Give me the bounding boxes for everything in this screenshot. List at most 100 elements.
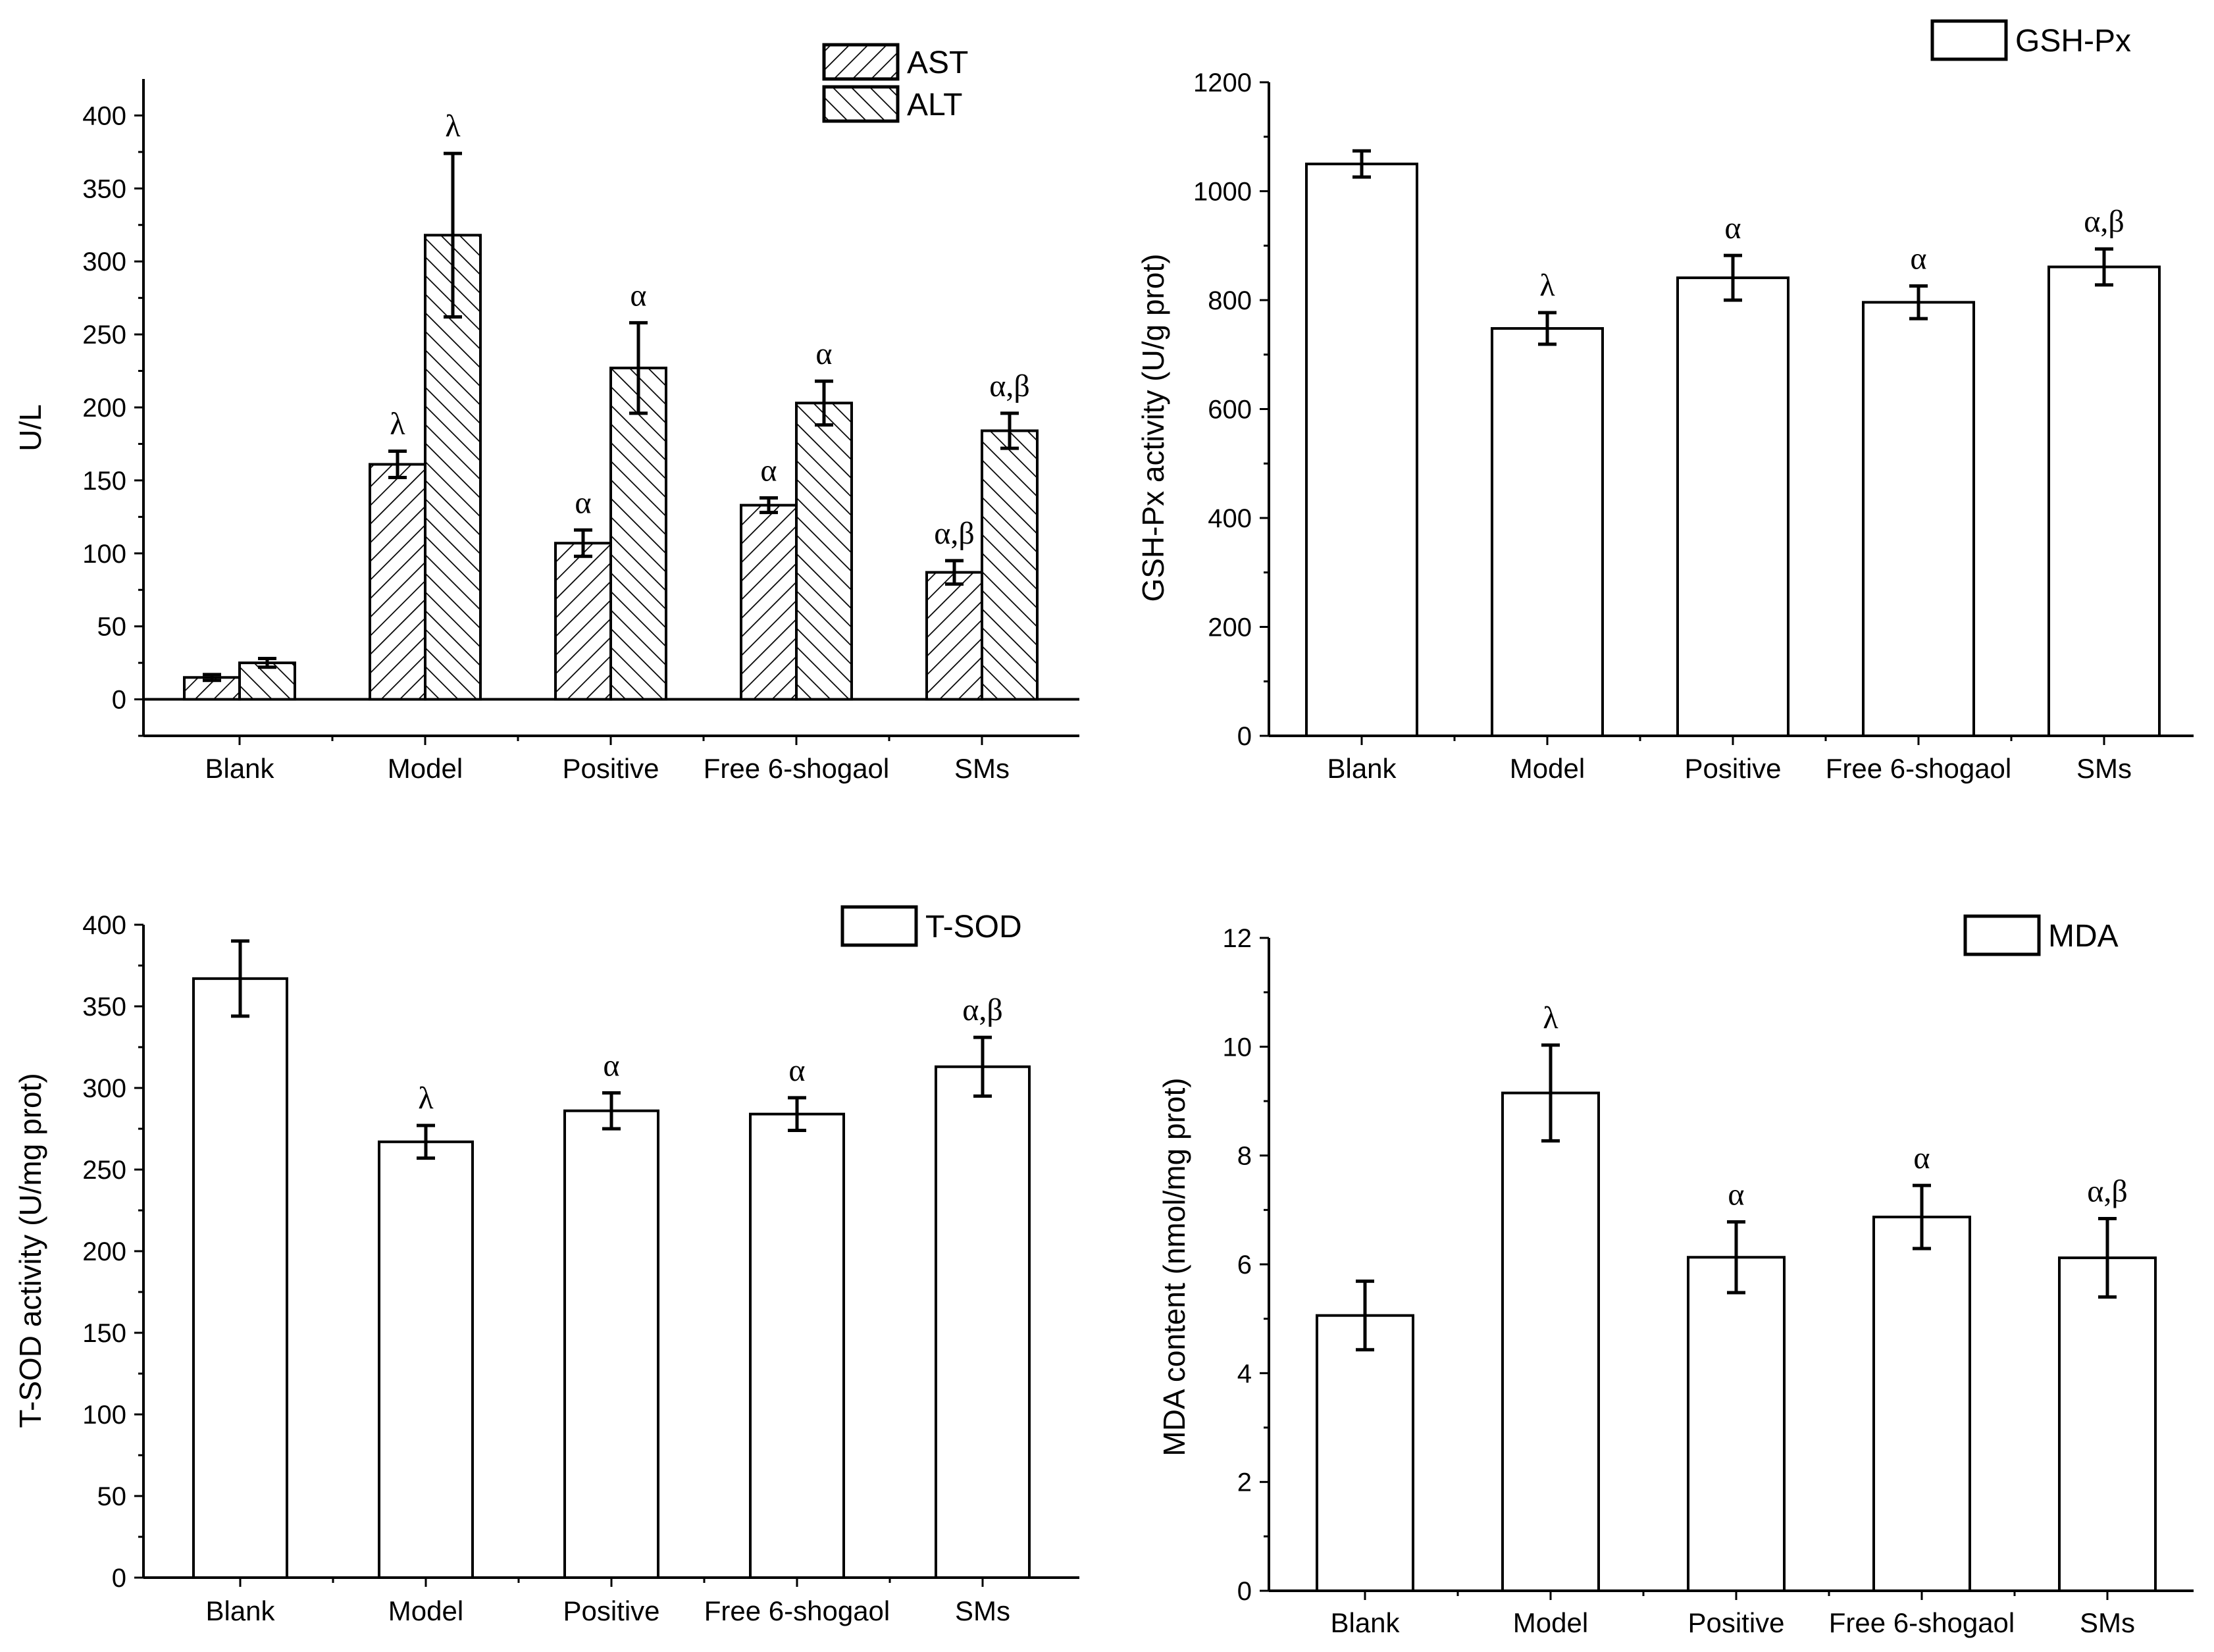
x-tick-label-model: Model xyxy=(1510,753,1585,784)
bar-ast-model xyxy=(369,463,426,701)
y-tick-label: 300 xyxy=(82,1074,126,1103)
significance-label: α,β xyxy=(962,993,1003,1027)
significance-label: α xyxy=(1910,241,1926,276)
x-tick-label-free-6-shogaol: Free 6-shogaol xyxy=(1826,753,2012,784)
y-tick-label: 8 xyxy=(1237,1142,1252,1171)
significance-label: α xyxy=(815,336,832,371)
significance-label: α,β xyxy=(2084,204,2124,239)
y-tick-label: 0 xyxy=(1237,722,1252,751)
y-tick-label: 800 xyxy=(1208,286,1252,315)
y-tick-label: 400 xyxy=(82,101,126,130)
x-tick-label-model: Model xyxy=(1513,1607,1588,1638)
significance-label: α xyxy=(760,453,777,488)
legend-label-gsh-px: GSH-Px xyxy=(2015,24,2131,59)
legend-swatch-ast xyxy=(822,43,900,81)
legend-label-mda: MDA xyxy=(2048,919,2119,954)
x-tick-label-free-6-shogaol: Free 6-shogaol xyxy=(704,753,890,784)
legend-label-t-sod: T-SOD xyxy=(925,910,1022,944)
bar-t-sod-free-6-shogaol xyxy=(749,1112,845,1580)
y-tick-label: 1000 xyxy=(1193,178,1252,207)
y-tick-label: 400 xyxy=(1208,504,1252,533)
bar-t-sod-model xyxy=(378,1140,474,1579)
y-tick-label: 150 xyxy=(82,1319,126,1348)
x-tick-label-free-6-shogaol: Free 6-shogaol xyxy=(1829,1607,2015,1638)
panel-mda: 0 2 4 6 8 10 12 MDA content (nmol/mg prot) Blank… xyxy=(1157,914,2194,1638)
bar-gsh-px-blank xyxy=(1305,163,1418,737)
y-tick-label: 200 xyxy=(82,1237,126,1266)
x-tick-label-blank: Blank xyxy=(1327,753,1397,784)
x-tick-label-model: Model xyxy=(388,1595,463,1626)
significance-label: α xyxy=(575,485,591,520)
y-tick-label: 4 xyxy=(1237,1359,1252,1388)
bar-alt-positive xyxy=(609,367,667,701)
bar-mda-blank xyxy=(1316,1314,1414,1592)
y-tick-label: 6 xyxy=(1237,1251,1252,1279)
y-axis-title: T-SOD activity (U/mg prot) xyxy=(13,1073,47,1428)
bar-ast-sms xyxy=(925,571,983,701)
significance-label: α xyxy=(603,1048,619,1083)
significance-label: λ xyxy=(445,109,461,143)
bar-gsh-px-model xyxy=(1491,327,1604,737)
bar-t-sod-blank xyxy=(192,977,288,1579)
significance-label: α,β xyxy=(989,369,1030,403)
significance-label: λ xyxy=(418,1081,434,1116)
significance-label: α xyxy=(1724,211,1741,245)
bar-alt-blank xyxy=(238,661,296,701)
legend-swatch-gsh-px xyxy=(1930,19,2008,61)
bar-ast-positive xyxy=(554,542,612,701)
x-tick-label-sms: SMs xyxy=(954,753,1010,784)
panel-ast-alt: 0 50 100 150 200 250 300 350 400 U/L Blank Model λ λ P… xyxy=(13,43,1079,784)
y-tick-label: 150 xyxy=(82,467,126,496)
y-tick-label: 12 xyxy=(1223,924,1252,953)
bar-mda-model xyxy=(1501,1091,1600,1592)
y-tick-label: 10 xyxy=(1223,1033,1252,1062)
significance-label: λ xyxy=(1543,1000,1558,1035)
x-tick-label-positive: Positive xyxy=(562,753,659,784)
y-tick-label: 200 xyxy=(82,394,126,423)
legend-swatch-t-sod xyxy=(840,905,918,947)
significance-label: α xyxy=(788,1053,805,1088)
y-axis-title: MDA content (nmol/mg prot) xyxy=(1157,1077,1191,1456)
bar-mda-positive xyxy=(1687,1256,1786,1592)
bar-gsh-px-positive xyxy=(1676,276,1789,737)
y-tick-label: 0 xyxy=(112,686,126,715)
y-tick-label: 100 xyxy=(82,1401,126,1430)
y-axis-title: U/L xyxy=(13,404,47,452)
significance-label: α xyxy=(630,278,646,313)
y-tick-label: 0 xyxy=(112,1564,126,1593)
y-axis-title: GSH-Px activity (U/g prot) xyxy=(1136,253,1170,602)
y-tick-label: 2 xyxy=(1237,1468,1252,1497)
y-tick-label: 250 xyxy=(82,321,126,349)
y-tick-label: 350 xyxy=(82,993,126,1021)
x-tick-label-sms: SMs xyxy=(955,1595,1010,1626)
significance-label: α,β xyxy=(934,516,975,551)
y-tick-label: 0 xyxy=(1237,1577,1252,1606)
y-tick-label: 50 xyxy=(97,613,127,642)
y-tick-label: 50 xyxy=(97,1482,127,1511)
y-tick-label: 600 xyxy=(1208,396,1252,425)
x-tick-label-blank: Blank xyxy=(1330,1607,1400,1638)
bar-gsh-px-free-6-shogaol xyxy=(1862,301,1975,737)
x-tick-label-positive: Positive xyxy=(563,1595,659,1626)
panel-gsh-px: 0 200 400 600 800 1000 1200 GSH-Px activity (U/… xyxy=(1136,19,2194,784)
significance-label: α xyxy=(1913,1141,1930,1175)
significance-label: α xyxy=(1728,1177,1744,1212)
x-tick-label-blank: Blank xyxy=(205,753,274,784)
x-tick-label-sms: SMs xyxy=(2080,1607,2135,1638)
bar-gsh-px-sms xyxy=(2047,265,2161,737)
bar-alt-sms xyxy=(981,429,1039,701)
x-tick-label-positive: Positive xyxy=(1684,753,1781,784)
x-tick-label-blank: Blank xyxy=(205,1595,275,1626)
x-tick-label-model: Model xyxy=(388,753,463,784)
bar-t-sod-sms xyxy=(935,1065,1031,1579)
x-tick-label-positive: Positive xyxy=(1687,1607,1784,1638)
legend-label-ast: AST xyxy=(907,45,968,80)
y-tick-label: 350 xyxy=(82,174,126,203)
significance-label: λ xyxy=(390,407,405,442)
legend-swatch-alt xyxy=(822,85,900,123)
bar-mda-sms xyxy=(2058,1256,2157,1592)
significance-label: λ xyxy=(1539,268,1555,303)
bar-alt-free-6-shogaol xyxy=(795,401,853,701)
bar-t-sod-positive xyxy=(563,1109,659,1579)
